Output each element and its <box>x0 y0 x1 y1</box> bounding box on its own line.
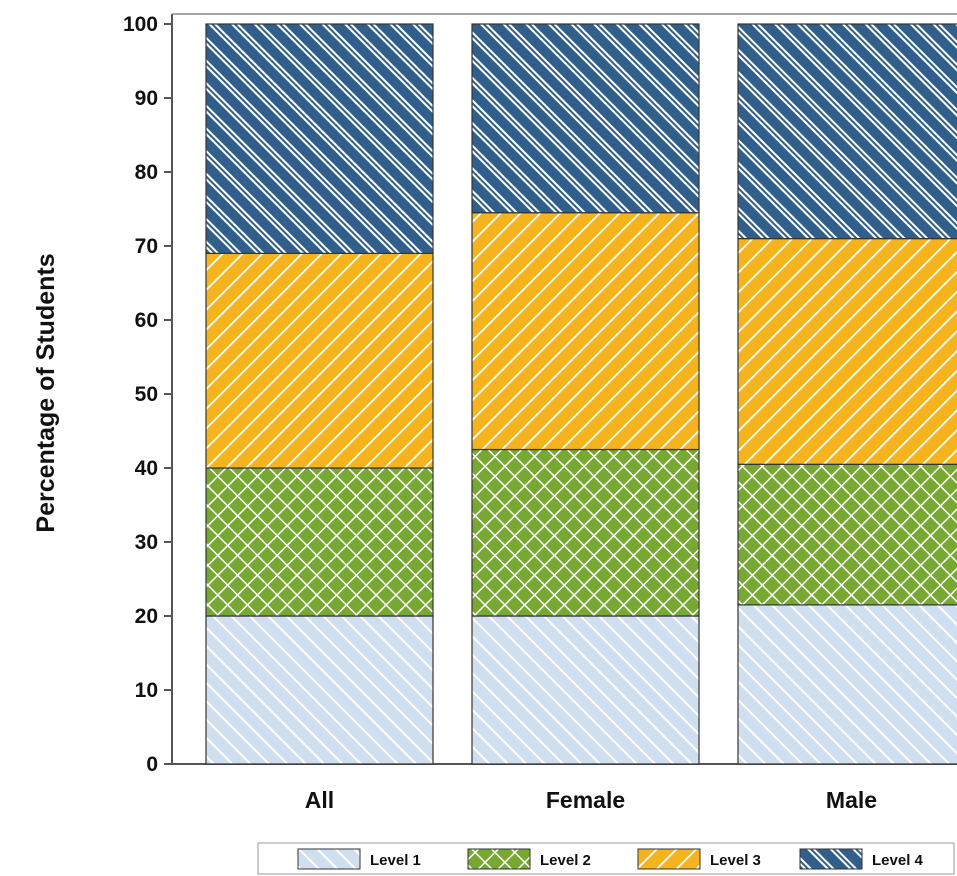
y-tick-label: 0 <box>146 753 158 776</box>
legend-swatch <box>637 848 701 870</box>
legend-label: Level 3 <box>710 852 761 869</box>
bar-segment-level-2-female <box>471 448 700 617</box>
legend-swatch <box>799 848 863 870</box>
y-tick-label: 60 <box>135 309 158 332</box>
bar-segment-level-2-all <box>205 467 434 617</box>
bar-segment-level-3-male <box>737 238 957 465</box>
legend-swatch <box>467 848 531 870</box>
legend: Level 1 Level 2 Level 3 Level 4 <box>257 842 955 875</box>
y-tick-label: 40 <box>135 457 158 480</box>
bar-segment-level-4-male <box>737 23 957 240</box>
x-tick-label: All <box>305 787 334 813</box>
y-tick-label: 30 <box>135 531 158 554</box>
y-axis: 0 10 20 30 40 50 60 70 80 90 100 <box>123 13 172 776</box>
y-tick-label: 90 <box>135 87 158 110</box>
y-tick-label: 10 <box>135 679 158 702</box>
legend-label: Level 1 <box>370 852 421 869</box>
x-tick-label: Male <box>826 787 877 813</box>
bar-segment-level-2-male <box>737 463 957 606</box>
y-tick-label: 100 <box>123 13 158 36</box>
bar-segment-level-3-all <box>205 252 434 469</box>
bars-group <box>205 23 957 765</box>
y-axis-title: Percentage of Students <box>32 253 60 532</box>
legend-label: Level 2 <box>540 852 591 869</box>
y-tick-label: 50 <box>135 383 158 406</box>
bar-segment-level-1-all <box>205 615 434 765</box>
x-tick-label: Female <box>546 787 625 813</box>
bar-segment-level-1-female <box>471 615 700 765</box>
legend-swatch <box>297 848 361 870</box>
bar-segment-level-4-female <box>471 23 700 214</box>
bar-segment-level-4-all <box>205 23 434 254</box>
y-tick-label: 80 <box>135 161 158 184</box>
bar-segment-level-3-female <box>471 212 700 451</box>
legend-label: Level 4 <box>872 852 924 869</box>
x-axis: All Female Male <box>305 787 877 813</box>
y-tick-label: 20 <box>135 605 158 628</box>
bar-segment-level-1-male <box>737 604 957 765</box>
y-tick-label: 70 <box>135 235 158 258</box>
